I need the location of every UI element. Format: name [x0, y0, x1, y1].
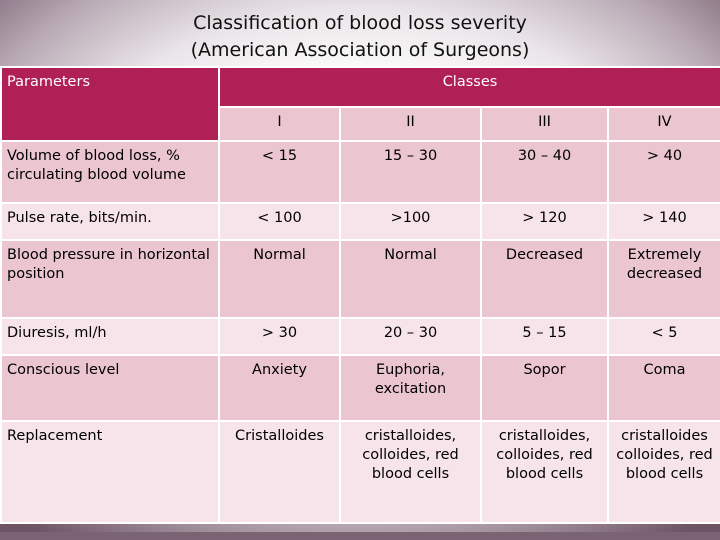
- classes-header: Classes: [218, 66, 720, 108]
- row-label: Pulse rate, bits/min.: [0, 202, 220, 241]
- slide-bottom-bar: [0, 532, 720, 540]
- table-header-row: Parameters Classes: [0, 66, 720, 142]
- slide-title-line-1: Classification of blood loss severity: [193, 12, 527, 34]
- table-cell: > 30: [218, 317, 341, 356]
- class-label: III: [480, 106, 609, 142]
- table-cell: < 5: [607, 317, 720, 356]
- table-cell: 20 – 30: [339, 317, 482, 356]
- table-row: Replacement Cristalloides cristalloides,…: [0, 420, 720, 524]
- table-cell: Normal: [218, 239, 341, 319]
- table-cell: Coma: [607, 354, 720, 422]
- table-cell: 30 – 40: [480, 140, 609, 204]
- table-cell: < 100: [218, 202, 341, 241]
- table-cell: Cristalloides: [218, 420, 341, 524]
- table-cell: Extremely decreased: [607, 239, 720, 319]
- table-cell: cristalloides, colloides, red blood cell…: [339, 420, 482, 524]
- slide-title: Classification of blood loss severity (A…: [0, 10, 720, 64]
- row-label: Blood pressure in horizontal position: [0, 239, 220, 319]
- class-label: II: [339, 106, 482, 142]
- table-cell: >100: [339, 202, 482, 241]
- table-cell: Normal: [339, 239, 482, 319]
- table-cell: > 120: [480, 202, 609, 241]
- row-label: Replacement: [0, 420, 220, 524]
- table-cell: > 40: [607, 140, 720, 204]
- class-label: IV: [607, 106, 720, 142]
- class-label: I: [218, 106, 341, 142]
- table-cell: cristalloides, colloides, red blood cell…: [480, 420, 609, 524]
- blood-loss-table: Parameters Classes I II III IV Volume of…: [0, 66, 720, 524]
- table-row: Conscious level Anxiety Euphoria, excita…: [0, 354, 720, 422]
- table-row: Pulse rate, bits/min. < 100 >100 > 120 >…: [0, 202, 720, 241]
- row-label: Conscious level: [0, 354, 220, 422]
- table-cell: 5 – 15: [480, 317, 609, 356]
- table-cell: Anxiety: [218, 354, 341, 422]
- parameters-header: Parameters: [0, 66, 220, 142]
- table-cell: < 15: [218, 140, 341, 204]
- table-row: Blood pressure in horizontal position No…: [0, 239, 720, 319]
- row-label: Volume of blood loss, % circulating bloo…: [0, 140, 220, 204]
- table-cell: Sopor: [480, 354, 609, 422]
- table-cell: > 140: [607, 202, 720, 241]
- table-cell: Decreased: [480, 239, 609, 319]
- table-row: Diuresis, ml/h > 30 20 – 30 5 – 15 < 5: [0, 317, 720, 356]
- table-row: Volume of blood loss, % circulating bloo…: [0, 140, 720, 204]
- table-cell: cristalloides colloides, red blood cells: [607, 420, 720, 524]
- classes-subheader-row: I II III IV: [1, 106, 720, 142]
- slide-title-line-2: (American Association of Surgeons): [190, 39, 530, 61]
- table-cell: 15 – 30: [339, 140, 482, 204]
- row-label: Diuresis, ml/h: [0, 317, 220, 356]
- table-cell: Euphoria, excitation: [339, 354, 482, 422]
